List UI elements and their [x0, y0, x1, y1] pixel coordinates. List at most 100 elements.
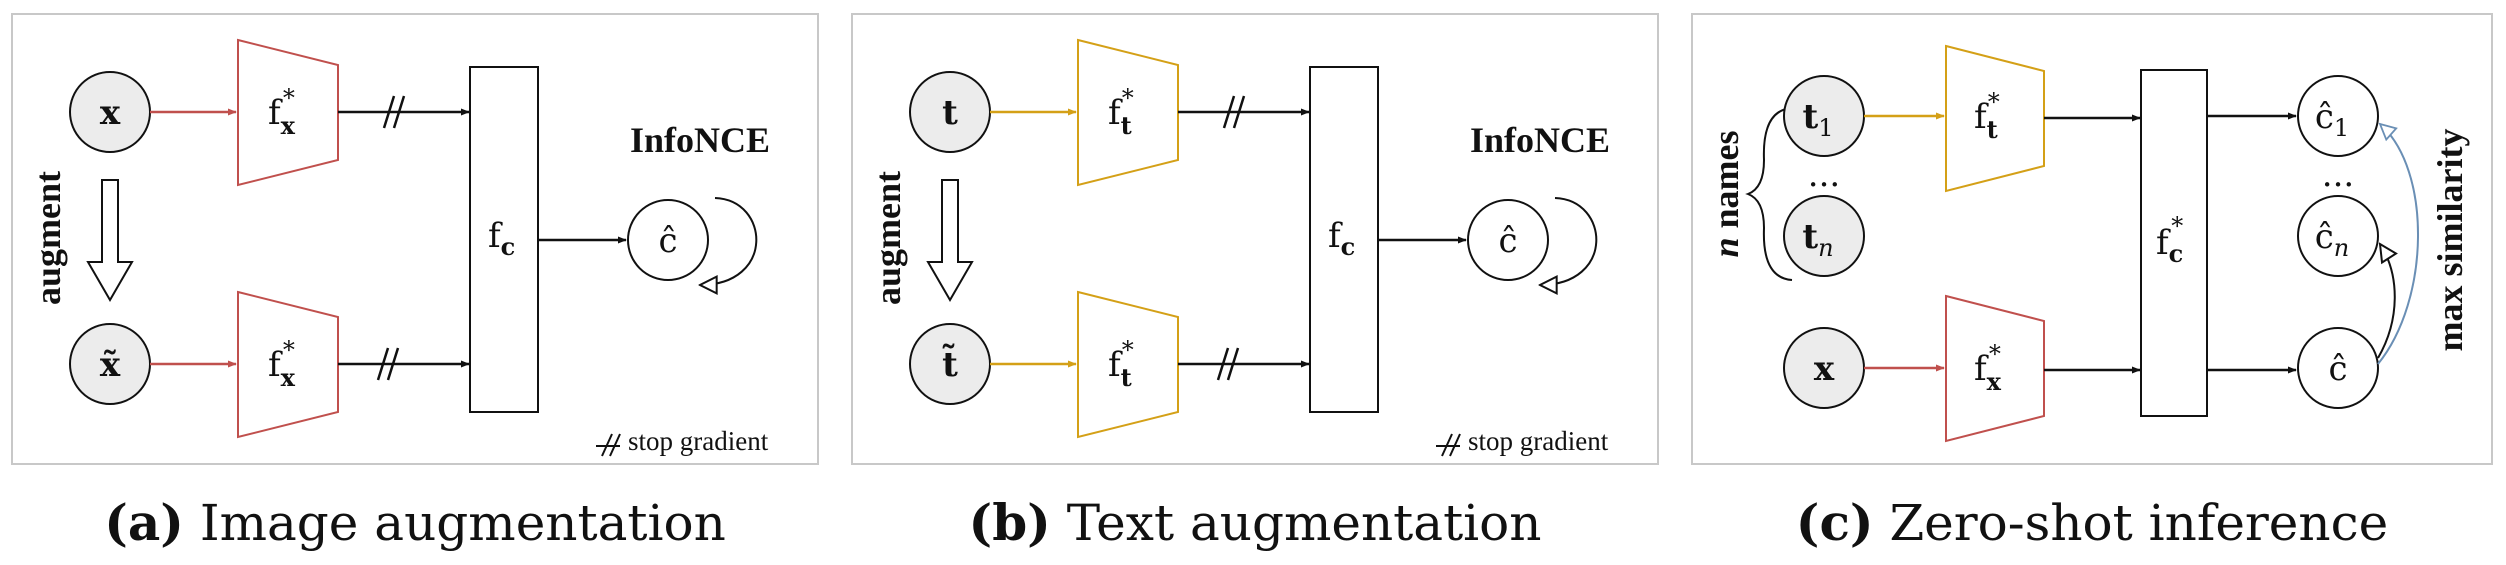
- stop-gradient-legend: stop gradient: [1468, 426, 1609, 456]
- caption-b-text: Text augmentation: [1051, 494, 1542, 552]
- panel-image-augmentation: x x̃ augment fx* fx* fc: [11, 13, 819, 465]
- caption-c-text: Zero-shot inference: [1874, 494, 2389, 552]
- combiner-fc: fc*: [2140, 69, 2208, 417]
- encoder-ft-label: f: [1974, 97, 1989, 137]
- encoder-ft-top: ft*: [1077, 38, 1179, 187]
- panel-text-augmentation: t t̃ augment ft* ft* fc ĉ: [851, 13, 1659, 465]
- node-input-t: t: [909, 71, 991, 153]
- stop-gradient-mark-bottom: [1216, 347, 1240, 381]
- stop-gradient-legend-icon: [596, 433, 621, 457]
- node-output-cn-sub: n: [2334, 234, 2349, 262]
- panel-border: [11, 13, 819, 465]
- augment-label: augment: [868, 171, 908, 305]
- combiner-fc-sub: c: [501, 232, 516, 261]
- encoder-fx-bottom-star: *: [283, 336, 295, 364]
- stop-gradient-mark-bottom: [376, 347, 400, 381]
- svg-text:fc: fc: [1328, 216, 1355, 261]
- node-output-cn: ĉn: [2297, 195, 2379, 277]
- panel-border: [1691, 13, 2493, 465]
- node-input-x: x: [69, 71, 151, 153]
- node-output-c-label: ĉ: [1498, 221, 1517, 261]
- node-output-cn-label: ĉ: [2315, 217, 2334, 257]
- caption-c-prefix: (c): [1796, 493, 1874, 552]
- similarity-arc-to-c1: [2377, 124, 2419, 365]
- encoder-ft-top-label: f: [1108, 93, 1123, 133]
- combiner-fc-label: f: [488, 216, 503, 256]
- node-name-tn: tn: [1783, 195, 1865, 277]
- node-image-x-label: x: [1814, 349, 1835, 389]
- svg-text:ĉ1: ĉ1: [2315, 97, 2349, 142]
- panel-border: [851, 13, 1659, 465]
- encoder-fx: fx*: [1945, 294, 2045, 443]
- caption-a-prefix: (a): [104, 493, 184, 552]
- svg-text:fx*: fx*: [268, 336, 296, 392]
- encoder-fx-bottom-sub: x: [281, 363, 296, 392]
- caption-a-text: Image augmentation: [184, 494, 726, 552]
- encoder-ft-bottom-sub: t: [1121, 363, 1132, 392]
- encoder-ft-star: *: [1988, 88, 2000, 116]
- encoder-ft-sub: t: [1987, 115, 1998, 144]
- names-count-label: n: [1706, 237, 1746, 257]
- stop-gradient-legend-icon: [1436, 433, 1461, 457]
- node-image-x: x: [1783, 327, 1865, 409]
- node-output-c: ĉ: [1467, 199, 1549, 281]
- outputs-ellipsis: ...: [2322, 155, 2354, 195]
- names-ellipsis: ...: [1808, 155, 1840, 195]
- encoder-ft-bottom-label: f: [1108, 345, 1123, 385]
- caption-c: (c) Zero-shot inference: [1796, 493, 2388, 552]
- similarity-arc-to-cn: [2377, 244, 2395, 359]
- encoder-fx-top-star: *: [283, 84, 295, 112]
- stop-gradient-mark-top: [1222, 95, 1246, 129]
- svg-text:fc*: fc*: [2156, 212, 2183, 268]
- svg-text:ĉn: ĉn: [2315, 217, 2350, 262]
- caption-b: (b) Text augmentation: [969, 493, 1542, 552]
- node-name-t1-sub: 1: [1818, 114, 1833, 142]
- node-output-c-image: ĉ: [2297, 327, 2379, 409]
- encoder-ft-bottom: ft*: [1077, 290, 1179, 439]
- svg-text:ft*: ft*: [1108, 336, 1134, 392]
- node-name-tn-sub: n: [1818, 234, 1833, 262]
- encoder-fx-bottom: fx*: [237, 290, 339, 439]
- node-name-t1: t1: [1783, 75, 1865, 157]
- svg-text:fx*: fx*: [268, 84, 296, 140]
- max-similarity-label: max similarity: [2430, 129, 2470, 352]
- node-output-c-image-label: ĉ: [2328, 349, 2347, 389]
- svg-text:tn: tn: [1802, 217, 1833, 262]
- node-augmented-x-label: x̃: [100, 345, 121, 385]
- panel-zero-shot-inference: n names t1 ... tn x ft* fx*: [1691, 13, 2493, 465]
- node-output-c1-sub: 1: [2334, 114, 2349, 142]
- node-augmented-t-label: t̃: [942, 343, 958, 385]
- node-output-c: ĉ: [627, 199, 709, 281]
- node-input-t-label: t: [942, 93, 958, 133]
- caption-a: (a) Image augmentation: [104, 493, 726, 552]
- encoder-fx-top: fx*: [237, 38, 339, 187]
- names-brace: [1745, 107, 1793, 281]
- encoder-fx-sub: x: [1987, 367, 2002, 396]
- encoder-ft: ft*: [1945, 44, 2045, 193]
- svg-text:n names: n names: [1706, 130, 1746, 257]
- svg-text:fc: fc: [488, 216, 515, 261]
- node-name-t1-label: t: [1803, 97, 1819, 137]
- combiner-fc-sub: c: [1341, 232, 1356, 261]
- encoder-fx-label: f: [1974, 349, 1989, 389]
- names-label: names: [1706, 130, 1746, 237]
- encoder-fx-top-label: f: [268, 93, 283, 133]
- combiner-fc-star: *: [2171, 212, 2183, 240]
- infonce-label: InfoNCE: [1470, 120, 1610, 160]
- node-name-tn-label: t: [1802, 217, 1818, 257]
- node-augmented-x: x̃: [69, 323, 151, 405]
- svg-text:t1: t1: [1803, 97, 1834, 142]
- node-output-c-label: ĉ: [658, 221, 677, 261]
- combiner-fc: fc: [1309, 66, 1379, 413]
- combiner-fc-sub: c: [2169, 239, 2184, 268]
- node-augmented-t: t̃: [909, 323, 991, 405]
- svg-text:fx*: fx*: [1974, 340, 2002, 396]
- augment-label: augment: [28, 171, 68, 305]
- node-output-c1-label: ĉ: [2315, 97, 2334, 137]
- combiner-fc-label: f: [2156, 223, 2171, 263]
- combiner-fc: fc: [469, 66, 539, 413]
- augment-arrow: [926, 179, 974, 302]
- caption-b-prefix: (b): [969, 493, 1051, 552]
- encoder-ft-bottom-star: *: [1122, 336, 1134, 364]
